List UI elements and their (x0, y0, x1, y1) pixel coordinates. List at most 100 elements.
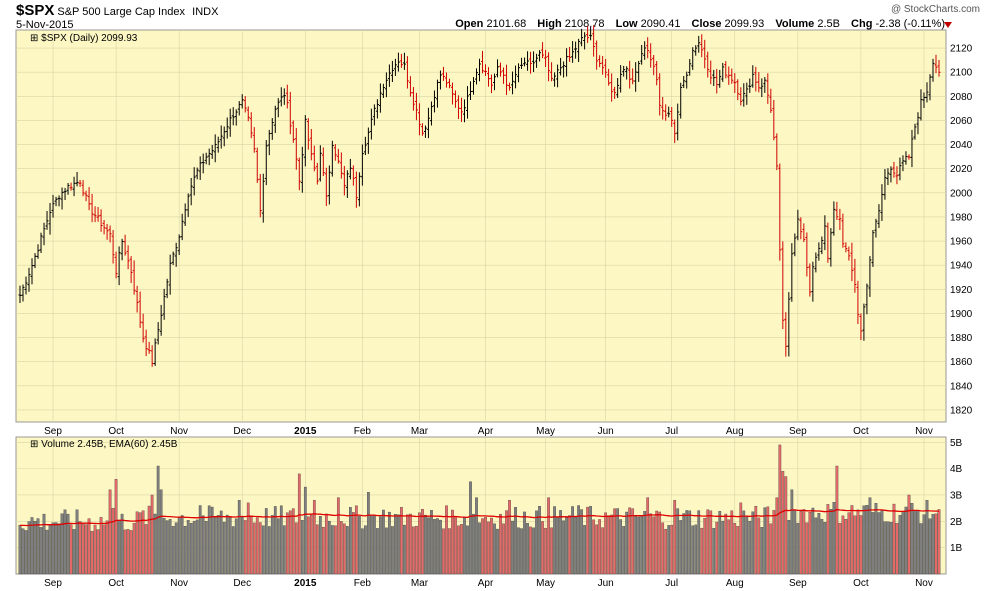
ohlc-bar (862, 303, 866, 341)
ohlc-bar (685, 71, 689, 89)
volume-bar (694, 524, 698, 575)
ohlc-bar (880, 184, 884, 221)
volume-bar (460, 524, 463, 575)
volume-bar (868, 497, 872, 575)
volume-bar (766, 506, 770, 575)
volume-bar (415, 525, 418, 575)
volume-x-tick: Apr (478, 578, 494, 589)
ohlc-bar (607, 68, 611, 86)
ohlc-bar (273, 105, 277, 133)
volume-bar (297, 473, 301, 575)
ohlc-bar (93, 206, 97, 223)
ohlc-bar (715, 69, 719, 94)
volume-bar (526, 523, 529, 575)
volume-bar (595, 524, 598, 575)
volume-bar (445, 505, 448, 575)
volume-bar (42, 513, 46, 575)
ohlc-bar (213, 134, 217, 163)
ohlc-bar (396, 52, 400, 72)
stockcharts-brand[interactable]: @ StockCharts.com (890, 4, 980, 15)
volume-bar (349, 507, 352, 575)
volume-x-tick: Mar (411, 578, 429, 589)
volume-bar (427, 517, 430, 575)
volume-bar (114, 479, 118, 575)
ohlc-bar (312, 145, 316, 172)
volume-bar (628, 507, 632, 575)
ohlc-bar (288, 91, 292, 135)
volume-bar (736, 526, 740, 575)
volume-bar (889, 522, 893, 575)
ohlc-bar (790, 243, 794, 302)
ohlc-bar (417, 103, 421, 136)
volume-bar (937, 509, 941, 575)
ohlc-bar (267, 129, 271, 156)
ohlc-bar (517, 63, 521, 83)
ohlc-bar (568, 46, 572, 62)
volume-bar (553, 506, 556, 575)
volume-bar (499, 514, 502, 575)
ohlc-bar (51, 194, 55, 218)
volume-bar (90, 530, 94, 575)
ohlc-bar (348, 158, 352, 180)
volume-bar (192, 520, 196, 575)
volume-bar (385, 527, 388, 575)
ohlc-bar (123, 234, 127, 256)
volume-bar (787, 520, 791, 575)
volume-bar (315, 524, 319, 575)
volume-bar (219, 510, 223, 575)
volume-bar (198, 505, 202, 575)
price-y-tick: 2100 (950, 68, 973, 79)
ohlc-bar (703, 39, 707, 69)
volume-bar (598, 519, 601, 575)
volume-ema-line (19, 508, 939, 527)
volume-bar (279, 505, 283, 575)
volume-bar (697, 510, 701, 575)
volume-bar (207, 505, 211, 575)
volume-bar (285, 512, 289, 575)
ohlc-bar (694, 45, 698, 56)
ohlc-bar (682, 75, 686, 88)
volume-bar (925, 500, 929, 575)
volume-bar (123, 529, 127, 575)
ohlc-bar (240, 94, 244, 109)
volume-bar (436, 518, 439, 575)
chart-date: 5-Nov-2015 (16, 19, 74, 31)
ohlc-bar (210, 144, 214, 159)
price-y-tick: 1820 (950, 405, 973, 416)
ohlc-bar (556, 64, 560, 88)
ohlc-bar (378, 83, 382, 113)
ohlc-bar (87, 187, 91, 211)
volume-bar (412, 526, 415, 575)
ohlc-bar (874, 218, 878, 238)
price-grid (16, 30, 946, 422)
volume-bar (36, 518, 40, 575)
volume-bar (424, 514, 427, 575)
volume-bar (135, 511, 139, 575)
ohlc-bar (724, 61, 728, 79)
volume-bar (430, 510, 433, 575)
volume-bar (688, 510, 692, 575)
ohlc-bar (81, 180, 85, 197)
volume-bar (382, 509, 385, 575)
ohlc-bar (309, 129, 313, 161)
ohlc-bar (895, 166, 899, 185)
volume-bar (234, 518, 238, 575)
ohlc-bar (171, 251, 175, 265)
volume-value: 2.5B (817, 18, 840, 30)
volume-y-tick: 5B (950, 438, 963, 449)
volume-bar (691, 525, 695, 575)
volume-bar (610, 514, 613, 575)
ohlc-bar (255, 147, 259, 183)
ohlc-bar (381, 83, 385, 99)
price-panel-bg (15, 29, 947, 423)
ohlc-bar (219, 125, 223, 149)
ohlc-bar (832, 201, 836, 236)
volume-bar (81, 523, 85, 575)
ohlc-bar (18, 285, 22, 304)
volume-bar (469, 481, 472, 575)
volume-bar (814, 517, 818, 575)
ohlc-bar (613, 86, 617, 99)
volume-bar (583, 525, 586, 575)
ohlc-bar (553, 72, 557, 87)
